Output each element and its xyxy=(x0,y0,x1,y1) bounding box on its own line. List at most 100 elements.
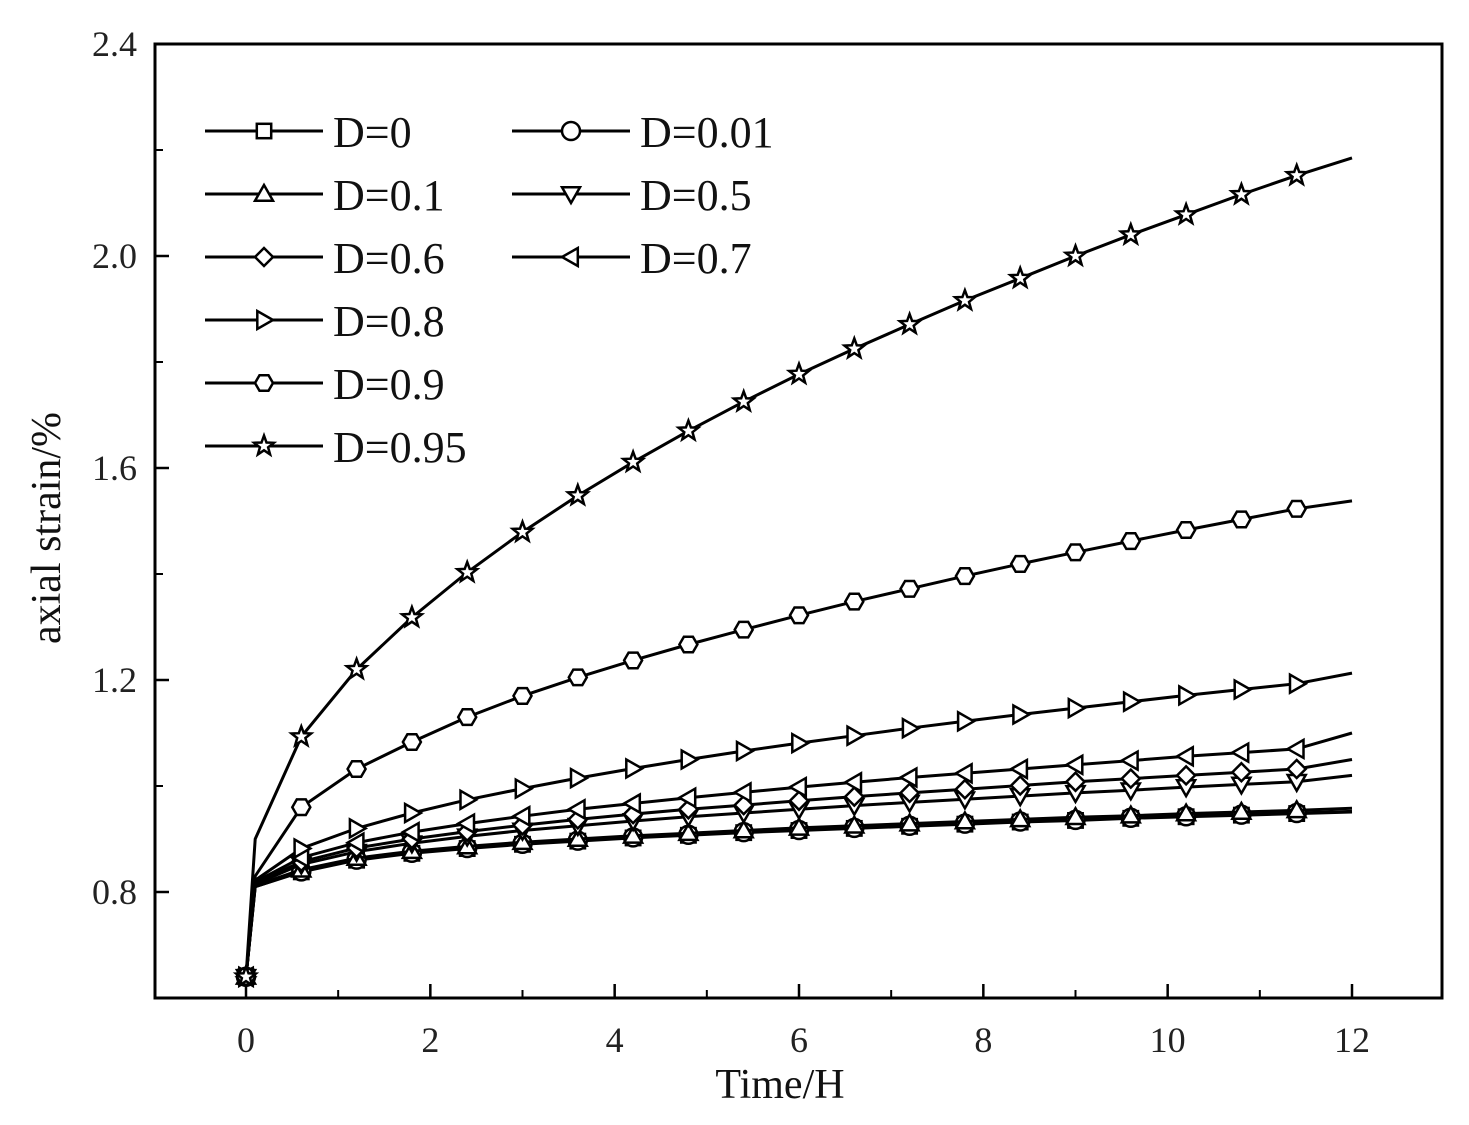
data-point xyxy=(619,448,647,474)
data-point xyxy=(787,816,811,836)
data-point xyxy=(398,603,426,629)
legend-label: D=0.5 xyxy=(640,171,752,220)
data-point xyxy=(1117,220,1145,247)
data-point xyxy=(1120,767,1142,790)
data-point xyxy=(1178,684,1198,707)
series-D-0_1 xyxy=(234,798,1353,985)
data-point xyxy=(843,814,866,834)
legend-label: D=0.7 xyxy=(640,234,752,283)
x-tick-label: 12 xyxy=(1334,1020,1370,1060)
data-point xyxy=(841,334,868,360)
data-point xyxy=(345,831,365,854)
data-point xyxy=(1009,807,1032,828)
data-point xyxy=(509,518,536,544)
data-point xyxy=(951,286,979,312)
data-point xyxy=(1175,764,1197,787)
data-point xyxy=(1285,737,1305,761)
legend-marker xyxy=(253,246,275,268)
data-point xyxy=(680,748,700,771)
data-point xyxy=(785,360,813,386)
series-layer xyxy=(232,156,1353,989)
data-point xyxy=(621,824,645,844)
legend-entry: D=0.8 xyxy=(205,297,445,346)
data-point xyxy=(453,558,481,584)
data-point xyxy=(1230,800,1253,820)
data-point xyxy=(898,782,921,804)
data-point xyxy=(1012,703,1032,726)
data-point xyxy=(567,668,589,687)
data-point xyxy=(896,310,923,336)
data-point xyxy=(1063,753,1084,776)
data-point xyxy=(732,818,755,839)
data-point xyxy=(1064,805,1087,826)
legend-marker xyxy=(255,122,273,140)
data-point xyxy=(791,731,811,755)
data-point xyxy=(846,724,866,747)
data-point xyxy=(622,651,644,670)
data-point xyxy=(842,771,863,794)
data-point xyxy=(290,798,312,817)
x-axis: 0 2 4 6 8 10 12 xyxy=(237,984,1370,1060)
data-point xyxy=(348,817,369,840)
legend-entry: D=0.1 xyxy=(205,171,445,220)
series-line-D-0_01 xyxy=(244,809,1353,977)
data-point xyxy=(510,805,531,828)
series-line-D-0_5 xyxy=(244,773,1353,977)
legend-entry: D=0.6 xyxy=(205,234,445,283)
data-point xyxy=(843,785,866,808)
series-line-D-0_8 xyxy=(244,671,1353,977)
data-point xyxy=(288,722,315,749)
data-point xyxy=(566,827,589,848)
data-point xyxy=(901,717,922,740)
data-point xyxy=(401,732,423,752)
data-point xyxy=(787,775,808,799)
data-point xyxy=(1122,690,1143,713)
data-point xyxy=(1286,499,1308,518)
data-point xyxy=(1174,745,1195,768)
legend-marker xyxy=(560,120,582,142)
data-point xyxy=(459,788,479,811)
data-point xyxy=(1283,161,1310,187)
legend-label: D=0.95 xyxy=(333,423,467,472)
series-D-0_95 xyxy=(232,156,1353,989)
data-point xyxy=(343,655,370,681)
legend-marker xyxy=(252,182,276,203)
data-point xyxy=(512,686,533,705)
y-axis: 0.8 1.2 1.6 2.0 2.4 xyxy=(92,24,169,912)
data-point xyxy=(1067,696,1088,720)
legend-label: D=0.1 xyxy=(333,171,445,220)
data-point xyxy=(898,812,921,832)
data-point xyxy=(735,739,756,763)
data-point xyxy=(569,766,590,790)
legend-label: D=0 xyxy=(333,108,412,157)
data-point xyxy=(843,592,865,611)
y-axis-title: axial strain/% xyxy=(24,412,70,644)
x-tick-label: 0 xyxy=(237,1020,255,1060)
data-point xyxy=(1230,510,1252,529)
y-tick-label: 1.6 xyxy=(92,448,137,488)
series-line-D-0_95 xyxy=(244,156,1353,977)
legend-entry: D=0.9 xyxy=(205,360,445,409)
legend-marker xyxy=(250,431,278,458)
data-point xyxy=(675,416,702,443)
data-point xyxy=(400,820,420,844)
series-line-D-0_9 xyxy=(244,499,1353,977)
data-point xyxy=(677,635,699,654)
data-point xyxy=(1006,264,1034,290)
data-point xyxy=(621,792,642,815)
data-point xyxy=(1009,774,1031,797)
data-point xyxy=(1175,520,1197,540)
x-tick-label: 4 xyxy=(606,1020,624,1060)
data-point xyxy=(566,798,586,821)
data-point xyxy=(1288,672,1309,695)
legend-entry: D=0.5 xyxy=(512,171,752,220)
legend-entry: D=0.7 xyxy=(512,234,752,283)
data-point xyxy=(514,777,535,800)
data-point xyxy=(1228,180,1255,206)
data-point xyxy=(956,710,977,733)
data-point xyxy=(898,766,918,789)
data-point xyxy=(455,812,476,835)
data-point xyxy=(346,759,368,779)
data-point xyxy=(403,801,424,825)
